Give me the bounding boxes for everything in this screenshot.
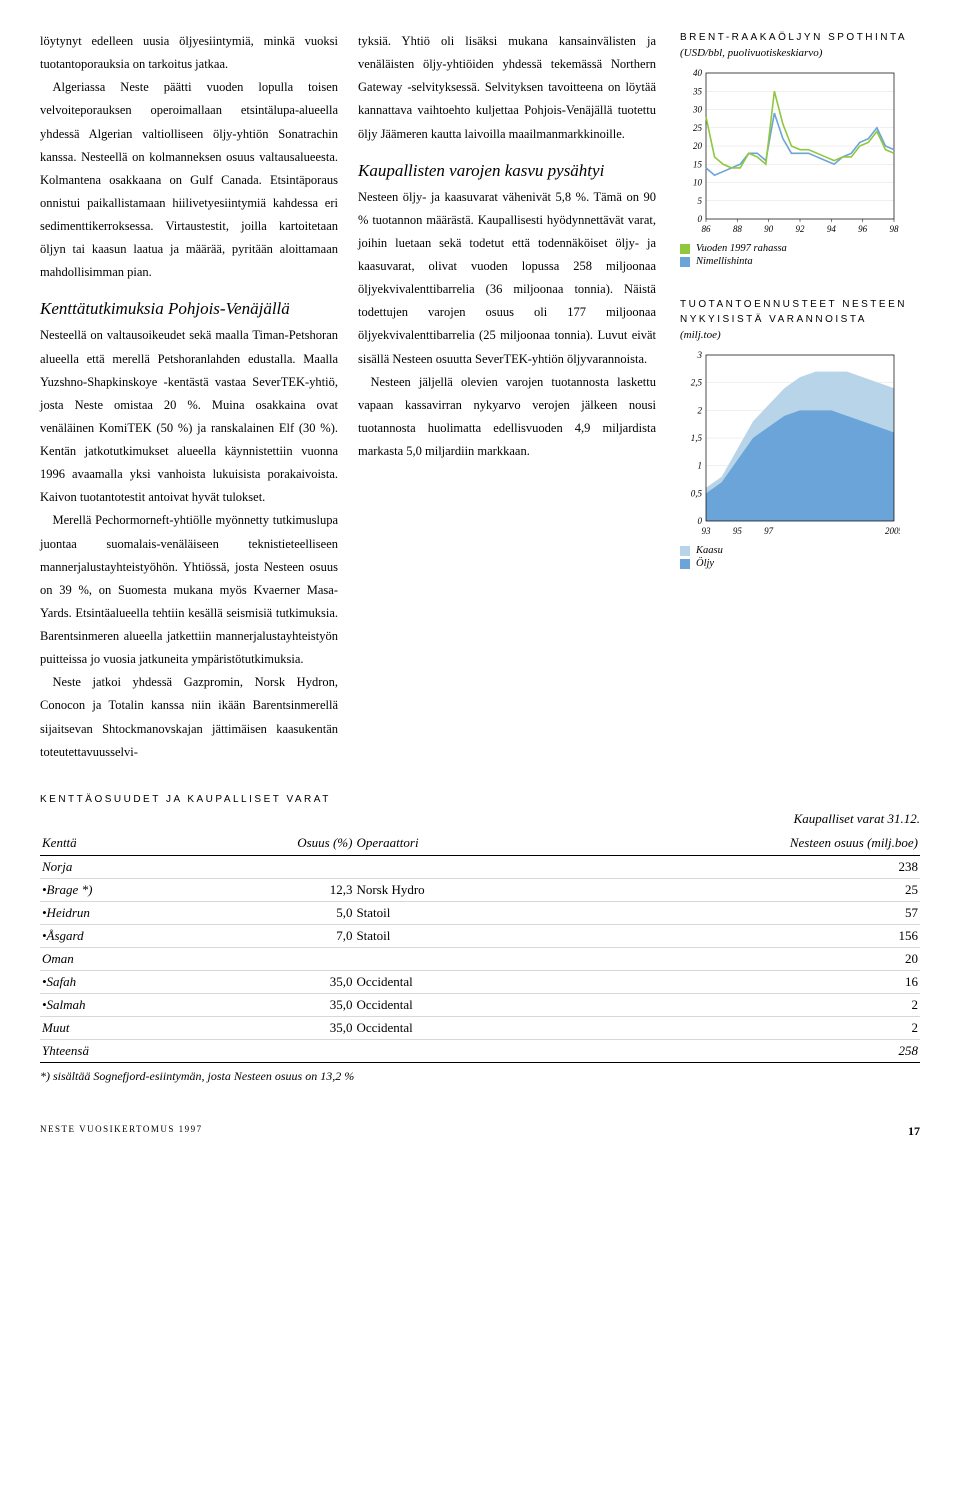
column-2: tyksiä. Yhtiö oli lisäksi mukana kansain… bbox=[358, 30, 656, 764]
table-row: Norja238 bbox=[40, 855, 920, 878]
svg-text:0: 0 bbox=[698, 516, 703, 526]
para: Merellä Pechormorneft-yhtiölle myönnetty… bbox=[40, 509, 338, 671]
para: Nesteen öljy- ja kaasuvarat vähenivät 5,… bbox=[358, 186, 656, 371]
chart-title: TUOTANTOENNUSTEET NESTEEN NYKYISISTÄ VAR… bbox=[680, 297, 920, 327]
table-row: •Heidrun5,0Statoil57 bbox=[40, 901, 920, 924]
svg-text:3: 3 bbox=[697, 350, 703, 360]
chart-subtitle: (milj.toe) bbox=[680, 329, 920, 341]
svg-text:2005: 2005 bbox=[885, 526, 900, 536]
table-title: KENTTÄOSUUDET JA KAUPALLISET VARAT bbox=[40, 794, 920, 805]
sidebar: BRENT-RAAKAÖLJYN SPOTHINTA (USD/bbl, puo… bbox=[680, 30, 920, 764]
legend: Kaasu Öljy bbox=[680, 545, 920, 569]
svg-text:0: 0 bbox=[698, 214, 703, 224]
table-header: Nesteen osuus (milj.boe) bbox=[554, 831, 920, 856]
para: Nesteellä on valtausoikeudet sekä maalla… bbox=[40, 324, 338, 509]
svg-text:25: 25 bbox=[693, 123, 703, 133]
legend-label: Öljy bbox=[696, 558, 714, 569]
svg-text:20: 20 bbox=[693, 141, 703, 151]
svg-text:90: 90 bbox=[764, 224, 774, 234]
svg-text:10: 10 bbox=[693, 178, 703, 188]
table-row: •Brage *)12,3Norsk Hydro25 bbox=[40, 878, 920, 901]
subheading: Kaupallisten varojen kasvu pysähtyi bbox=[358, 160, 656, 182]
svg-text:30: 30 bbox=[692, 105, 703, 115]
svg-text:93: 93 bbox=[702, 526, 712, 536]
svg-text:94: 94 bbox=[827, 224, 837, 234]
para: Algeriassa Neste päätti vuoden lopulla t… bbox=[40, 76, 338, 284]
chart-title: BRENT-RAAKAÖLJYN SPOTHINTA bbox=[680, 30, 920, 45]
svg-text:2,5: 2,5 bbox=[691, 378, 703, 388]
table-footnote: *) sisältää Sognefjord-esiintymän, josta… bbox=[40, 1069, 920, 1084]
production-chart: TUOTANTOENNUSTEET NESTEEN NYKYISISTÄ VAR… bbox=[680, 297, 920, 569]
legend-label: Kaasu bbox=[696, 545, 723, 556]
table-caption: Kaupalliset varat 31.12. bbox=[40, 811, 920, 827]
svg-text:40: 40 bbox=[693, 68, 703, 78]
brent-chart: BRENT-RAAKAÖLJYN SPOTHINTA (USD/bbl, puo… bbox=[680, 30, 920, 267]
table-row: Muut35,0Occidental2 bbox=[40, 1016, 920, 1039]
chart-subtitle: (USD/bbl, puolivuotiskeskiarvo) bbox=[680, 47, 920, 59]
table-header: Osuus (%) bbox=[191, 831, 355, 856]
svg-text:96: 96 bbox=[858, 224, 868, 234]
footer-left: NESTE VUOSIKERTOMUS 1997 bbox=[40, 1124, 203, 1139]
subheading: Kenttätutkimuksia Pohjois-Venäjällä bbox=[40, 298, 338, 320]
svg-text:15: 15 bbox=[693, 159, 703, 169]
page-footer: NESTE VUOSIKERTOMUS 1997 17 bbox=[40, 1124, 920, 1139]
table-row: •Safah35,0Occidental16 bbox=[40, 970, 920, 993]
legend-label: Vuoden 1997 rahassa bbox=[696, 243, 787, 254]
chart-svg: 0 5 10 15 20 25 30 35 40 86 88 90 92 94 96 98 bbox=[680, 67, 900, 237]
svg-text:35: 35 bbox=[692, 86, 703, 96]
svg-text:5: 5 bbox=[698, 196, 703, 206]
svg-text:88: 88 bbox=[733, 224, 743, 234]
legend-label: Nimellishinta bbox=[696, 256, 753, 267]
para: Neste jatkoi yhdessä Gazpromin, Norsk Hy… bbox=[40, 671, 338, 764]
svg-text:0,5: 0,5 bbox=[691, 488, 703, 498]
fields-table: KENTTÄOSUUDET JA KAUPALLISET VARAT Kaupa… bbox=[40, 794, 920, 1084]
para: tyksiä. Yhtiö oli lisäksi mukana kansain… bbox=[358, 30, 656, 146]
table-total-row: Yhteensä258 bbox=[40, 1039, 920, 1062]
table-row: •Åsgard7,0Statoil156 bbox=[40, 924, 920, 947]
svg-text:97: 97 bbox=[764, 526, 774, 536]
svg-text:1,5: 1,5 bbox=[691, 433, 703, 443]
svg-text:1: 1 bbox=[698, 461, 703, 471]
table-row: Oman20 bbox=[40, 947, 920, 970]
table-header: Kenttä bbox=[40, 831, 191, 856]
table-header: Operaattori bbox=[354, 831, 554, 856]
column-1: löytynyt edelleen uusia öljyesiintymiä, … bbox=[40, 30, 338, 764]
svg-text:95: 95 bbox=[733, 526, 743, 536]
para: löytynyt edelleen uusia öljyesiintymiä, … bbox=[40, 30, 338, 76]
svg-text:2: 2 bbox=[698, 405, 703, 415]
table-row: •Salmah35,0Occidental2 bbox=[40, 993, 920, 1016]
para: Nesteen jäljellä olevien varojen tuotann… bbox=[358, 371, 656, 464]
svg-text:86: 86 bbox=[702, 224, 712, 234]
svg-text:92: 92 bbox=[796, 224, 806, 234]
svg-text:98: 98 bbox=[890, 224, 900, 234]
chart-svg: 0 0,5 1 1,5 2 2,5 3 93 95 97 2005 bbox=[680, 349, 900, 539]
legend: Vuoden 1997 rahassa Nimellishinta bbox=[680, 243, 920, 267]
data-table: KenttäOsuus (%)OperaattoriNesteen osuus … bbox=[40, 831, 920, 1063]
page-number: 17 bbox=[908, 1124, 920, 1139]
